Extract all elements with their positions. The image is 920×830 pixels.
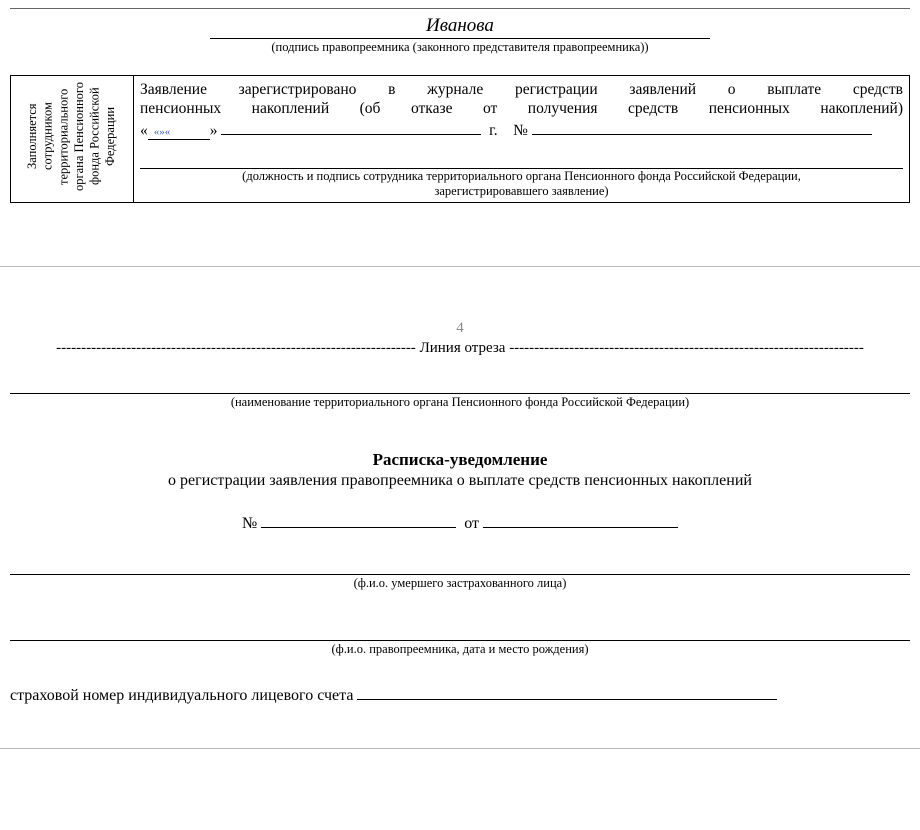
signature-block: Иванова (подпись правопреемника (законно…	[10, 15, 910, 55]
dashes-left: ----------------------------------------…	[56, 340, 416, 356]
registration-table: Заполняется сотрудником территориального…	[10, 75, 910, 203]
top-rule	[10, 8, 910, 9]
registration-main-cell: Заявление зарегистрировано в журнале рег…	[134, 76, 910, 203]
registration-side-label: Заполняется сотрудником территориального…	[25, 79, 119, 194]
reg-number-fill	[532, 134, 872, 135]
registration-text-2: пенсионных накоплений (об отказе от полу…	[140, 99, 903, 118]
receipt-number-sign: №	[242, 515, 257, 532]
cut-line: ----------------------------------------…	[10, 340, 910, 357]
receipt-number-row: № от	[10, 515, 910, 533]
registration-date-row: ««»«» г. №	[140, 121, 903, 141]
signature-caption: (подпись правопреемника (законного предс…	[10, 40, 910, 55]
cut-line-label: Линия отреза	[420, 340, 506, 356]
number-sign: №	[513, 122, 528, 139]
receipt-from-label: от	[464, 515, 479, 532]
snils-fill	[357, 699, 777, 700]
year-suffix: г.	[489, 122, 497, 139]
deceased-caption: (ф.и.о. умершего застрахованного лица)	[10, 576, 910, 591]
successor-caption: (ф.и.о. правопреемника, дата и место рож…	[10, 642, 910, 657]
receipt-number-fill	[261, 527, 456, 528]
snils-label: страховой номер индивидуального лицевого…	[10, 687, 353, 704]
receipt-subtitle: о регистрации заявления правопреемника о…	[10, 472, 910, 490]
signature-name: Иванова	[210, 15, 710, 39]
date-day-fill: «»«	[148, 126, 210, 141]
snils-row: страховой номер индивидуального лицевого…	[10, 687, 910, 705]
quote-open: «	[140, 122, 148, 139]
registration-footer-caption: (должность и подпись сотрудника территор…	[140, 169, 903, 198]
quote-close: »	[210, 122, 218, 139]
page-number: 4	[10, 320, 910, 337]
reg-footer-2: зарегистрировавшего заявление)	[434, 184, 608, 198]
successor-line	[10, 639, 910, 641]
org-line	[10, 392, 910, 394]
bottom-rule	[0, 748, 920, 749]
dashes-right: ----------------------------------------…	[509, 340, 864, 356]
receipt-title: Расписка-уведомление	[10, 450, 910, 470]
registration-side-cell: Заполняется сотрудником территориального…	[11, 76, 134, 203]
registration-text-1: Заявление зарегистрировано в журнале рег…	[140, 80, 903, 99]
receipt-from-fill	[483, 527, 678, 528]
deceased-line	[10, 573, 910, 575]
date-month-fill	[221, 134, 481, 135]
reg-footer-1: (должность и подпись сотрудника территор…	[242, 169, 801, 183]
org-caption: (наименование территориального органа Пе…	[10, 395, 910, 410]
